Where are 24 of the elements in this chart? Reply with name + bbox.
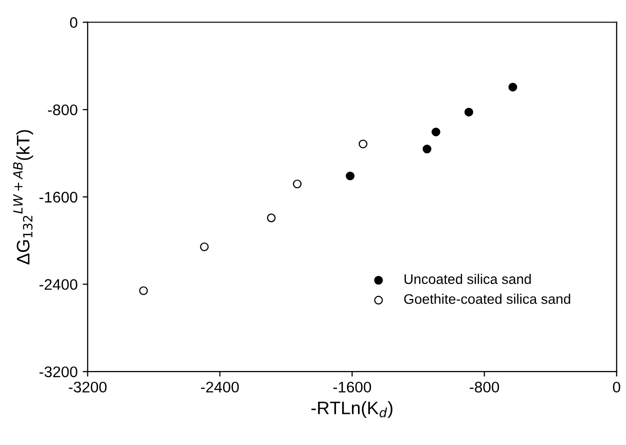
y-tick-label: -800 — [48, 104, 78, 116]
legend-label: Uncoated silica sand — [404, 274, 531, 284]
y-tick-label: -1600 — [40, 192, 78, 203]
x-axis-title: -RTLn(K$_{d}$) — [311, 401, 392, 418]
x-tick-label: -2400 — [201, 382, 239, 393]
y-tick-label: 0 — [70, 17, 78, 28]
point — [200, 242, 209, 252]
point — [422, 144, 432, 154]
x-tick-label: -3200 — [68, 382, 107, 393]
legend-label: Goethite-coated silica sand — [404, 294, 570, 304]
x-tick-label: -800 — [470, 382, 500, 393]
point — [292, 180, 302, 188]
point — [139, 286, 148, 296]
y-tick-label: -2400 — [40, 279, 78, 290]
x-tick-label: 0 — [612, 382, 620, 393]
point — [346, 172, 354, 180]
point — [266, 214, 276, 222]
x-tick-label: -1600 — [333, 382, 372, 393]
point — [432, 128, 440, 136]
point — [358, 140, 368, 148]
point — [464, 108, 474, 116]
y-tick-label: -3200 — [40, 366, 78, 378]
y-axis-title: ΔG$_{132}$$^{LW+AB}$(kT) — [13, 130, 34, 264]
point — [508, 82, 518, 92]
